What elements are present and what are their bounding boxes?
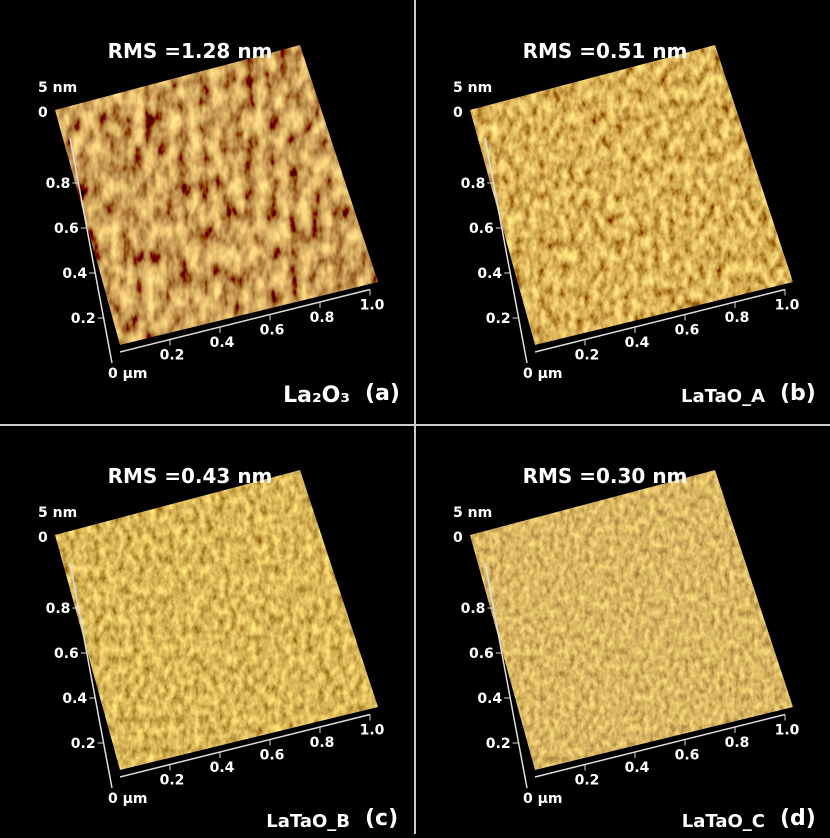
y-tick-label: 0.6 (469, 221, 494, 237)
z-bottom-label: 0 (38, 105, 48, 121)
y-tick-label: 0.6 (54, 221, 79, 237)
y-tick-label: 0.2 (486, 311, 511, 327)
x-tick-label: 0.8 (725, 735, 750, 751)
y-tick-label: 0.4 (477, 266, 502, 282)
panel: 0.8 0.6 0.4 0.2 0.2 0.4 0.6 0.8 1.0 0 µm 5 nm 0 RMS … (453, 39, 816, 407)
z-top-label: 5 nm (453, 80, 492, 96)
z-bottom-label: 0 (453, 105, 463, 121)
sample-label: LaTaO_B (266, 811, 350, 832)
x-tick-label: 0.2 (160, 348, 185, 364)
x-tick-label: 1.0 (775, 298, 800, 314)
surface (470, 45, 793, 345)
rms-label: RMS =0.51 nm (523, 39, 688, 63)
y-tick-label: 0.8 (461, 601, 486, 617)
origin-label: 0 µm (523, 791, 563, 807)
rms-label: RMS =0.43 nm (108, 464, 273, 488)
panel: 0.8 0.6 0.4 0.2 0.2 0.4 0.6 0.8 1.0 0 µm 5 nm 0 RMS … (38, 39, 400, 408)
x-tick-label: 0.4 (210, 335, 235, 351)
x-tick-label: 0.4 (210, 760, 235, 776)
y-tick-label: 0.6 (469, 646, 494, 662)
x-tick-label: 0.8 (310, 735, 335, 751)
sample-label: LaTaO_C (682, 811, 765, 832)
y-tick-label: 0.8 (46, 176, 71, 192)
y-tick-label: 0.4 (62, 266, 87, 282)
y-tick-label: 0.2 (486, 736, 511, 752)
rms-label: RMS =0.30 nm (523, 464, 688, 488)
y-tick-label: 0.2 (71, 736, 96, 752)
x-tick-label: 0.2 (575, 348, 600, 364)
x-tick-label: 0.6 (675, 748, 700, 764)
z-bottom-label: 0 (453, 530, 463, 546)
y-tick-label: 0.4 (62, 691, 87, 707)
x-axis (119, 713, 371, 778)
panel-tag: (a) (365, 381, 400, 406)
x-tick-label: 0.8 (725, 310, 750, 326)
panel: 0.8 0.6 0.4 0.2 0.2 0.4 0.6 0.8 1.0 0 µm 5 nm 0 RMS … (38, 464, 398, 832)
x-tick-label: 0.6 (675, 323, 700, 339)
sample-label: LaTaO_A (681, 386, 765, 407)
panel-tag: (b) (780, 381, 816, 406)
y-tick-label: 0.8 (46, 601, 71, 617)
origin-label: 0 µm (108, 791, 148, 807)
rms-label: RMS =1.28 nm (108, 39, 273, 63)
x-axis (534, 288, 786, 353)
origin-label: 0 µm (108, 366, 148, 382)
surface (55, 45, 378, 345)
z-top-label: 5 nm (453, 505, 492, 521)
x-tick-label: 1.0 (775, 723, 800, 739)
y-tick-label: 0.6 (54, 646, 79, 662)
y-tick-label: 0.8 (461, 176, 486, 192)
x-tick-label: 1.0 (360, 723, 385, 739)
x-axis (119, 288, 371, 353)
y-tick-label: 0.4 (477, 691, 502, 707)
x-tick-label: 0.4 (625, 760, 650, 776)
origin-label: 0 µm (523, 366, 563, 382)
x-axis (534, 713, 786, 778)
x-tick-label: 1.0 (360, 298, 385, 314)
panel: 0.8 0.6 0.4 0.2 0.2 0.4 0.6 0.8 1.0 0 µm 5 nm 0 RMS … (453, 464, 816, 832)
x-tick-label: 0.2 (160, 773, 185, 789)
x-tick-label: 0.8 (310, 310, 335, 326)
sample-label: La₂O₃ (283, 383, 350, 408)
z-top-label: 5 nm (38, 80, 77, 96)
z-top-label: 5 nm (38, 505, 77, 521)
x-tick-label: 0.6 (260, 748, 285, 764)
panel-tag: (d) (780, 806, 816, 831)
surface (55, 470, 378, 770)
y-axis (69, 562, 113, 789)
x-tick-label: 0.6 (260, 323, 285, 339)
y-tick-label: 0.2 (71, 311, 96, 327)
x-tick-label: 0.2 (575, 773, 600, 789)
x-tick-label: 0.4 (625, 335, 650, 351)
surface (470, 470, 793, 770)
z-bottom-label: 0 (38, 530, 48, 546)
panel-tag: (c) (365, 806, 398, 831)
y-axis (484, 562, 528, 789)
y-axis (69, 137, 113, 364)
y-axis (484, 137, 528, 364)
